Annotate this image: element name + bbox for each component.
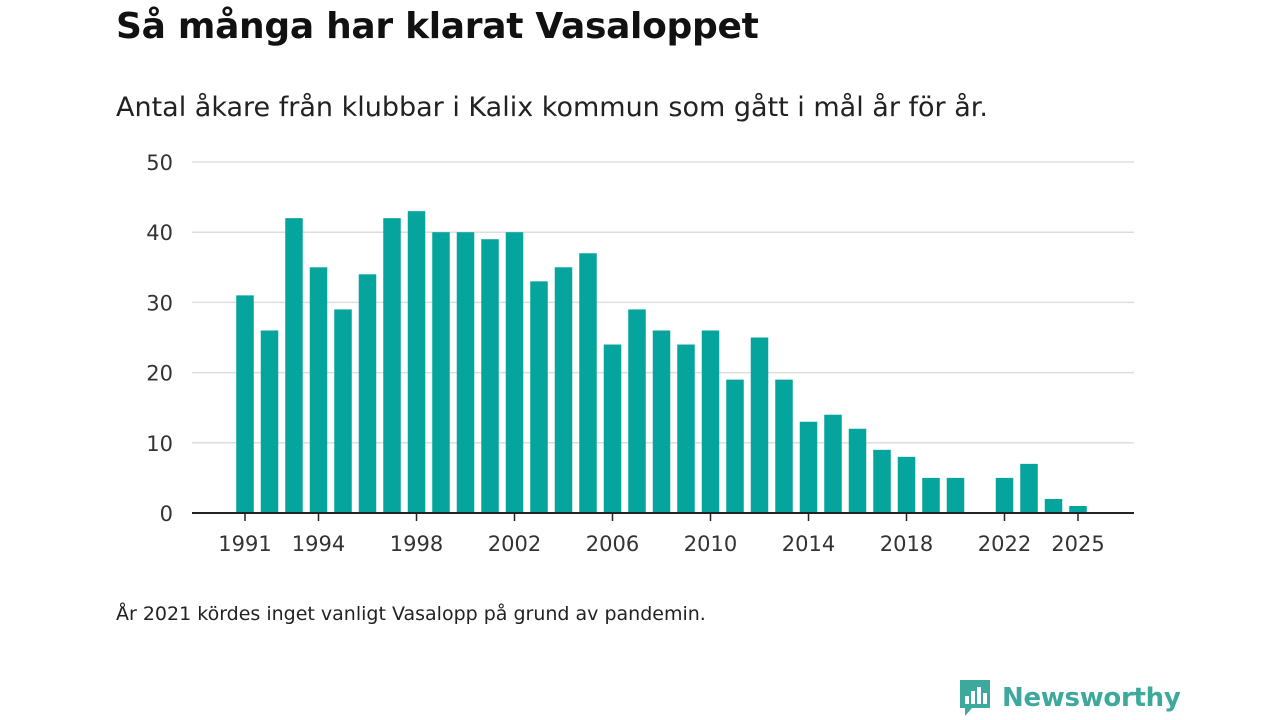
footnote: År 2021 kördes inget vanligt Vasalopp på… <box>116 603 706 625</box>
y-tick-label-50: 50 <box>146 151 173 175</box>
bar-2024 <box>1044 498 1063 513</box>
bar-2001 <box>481 239 499 513</box>
x-tick-label-2010: 2010 <box>684 532 737 556</box>
bar-2014 <box>799 421 818 513</box>
newsworthy-logo-icon <box>960 680 990 716</box>
bar-1993 <box>285 218 303 513</box>
bar-2016 <box>848 428 867 513</box>
bar-2015 <box>824 414 842 513</box>
bar-chart: 0 10 20 30 40 50 1991 1994 1998 2002 2006 2010 2014 2… <box>146 151 1134 556</box>
y-tick-label-10: 10 <box>146 432 173 456</box>
bar-2005 <box>579 253 597 513</box>
bar-2020 <box>946 477 965 513</box>
x-tick-label-2022: 2022 <box>978 532 1031 556</box>
chart-title: Så många har klarat Vasaloppet <box>116 6 759 47</box>
bar-1991 <box>236 295 254 513</box>
y-tick-label-0: 0 <box>160 502 173 526</box>
bar-1994 <box>309 267 328 513</box>
y-tick-label-40: 40 <box>146 221 173 245</box>
bar-2004 <box>554 267 573 513</box>
bar-2023 <box>1020 463 1038 513</box>
bar-2011 <box>726 379 744 513</box>
bar-1996 <box>358 274 377 513</box>
bar-2018 <box>897 456 916 513</box>
bar-2008 <box>652 330 671 513</box>
y-tick-label-20: 20 <box>146 362 173 386</box>
bar-2006 <box>603 344 622 513</box>
bar-2007 <box>628 309 646 513</box>
bar-2019 <box>922 477 940 513</box>
bar-2000 <box>456 232 475 513</box>
bar-1992 <box>260 330 279 513</box>
bar-1995 <box>334 309 352 513</box>
x-tick-label-2025: 2025 <box>1051 532 1104 556</box>
bar-2013 <box>775 379 793 513</box>
y-tick-label-30: 30 <box>146 291 173 315</box>
x-tick-label-1998: 1998 <box>390 532 443 556</box>
bar-2003 <box>530 281 548 513</box>
brand-name: Newsworthy <box>1002 683 1181 713</box>
bar-2022 <box>995 477 1014 513</box>
bar-1999 <box>432 232 450 513</box>
bar-2012 <box>750 337 769 513</box>
bar-2017 <box>873 449 891 513</box>
bar-1997 <box>383 218 401 513</box>
x-tick-label-2002: 2002 <box>488 532 541 556</box>
bar-2010 <box>701 330 720 513</box>
bar-1998 <box>407 211 426 513</box>
chart-subtitle: Antal åkare från klubbar i Kalix kommun … <box>116 92 988 123</box>
bar-2025 <box>1069 505 1087 513</box>
newsworthy-logo: Newsworthy <box>958 678 1181 718</box>
x-tick-label-1994: 1994 <box>292 532 345 556</box>
x-tick-label-1991: 1991 <box>218 532 271 556</box>
x-tick-label-2014: 2014 <box>782 532 835 556</box>
x-tick-label-2006: 2006 <box>586 532 639 556</box>
x-tick-label-2018: 2018 <box>880 532 933 556</box>
bar-2002 <box>505 232 524 513</box>
bar-2009 <box>677 344 695 513</box>
